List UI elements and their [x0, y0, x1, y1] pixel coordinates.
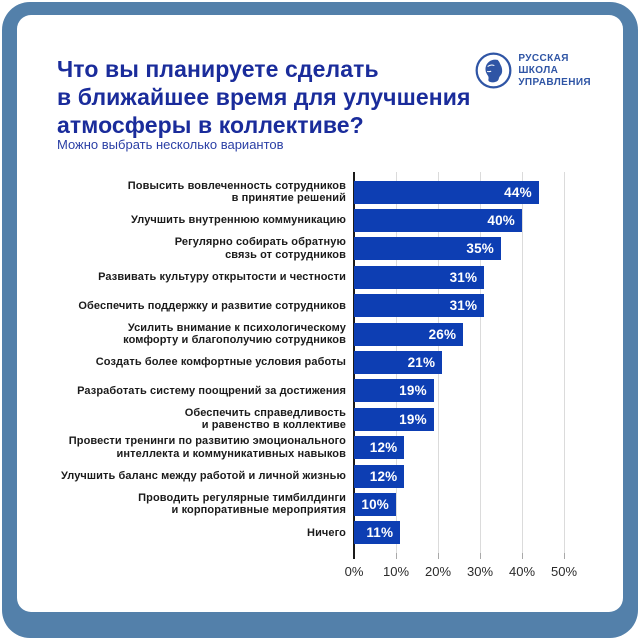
logo-line-2: ШКОЛА: [518, 64, 559, 76]
tick-mark: [522, 553, 523, 559]
chart-row: Разработать систему поощрений за достиже…: [47, 377, 597, 405]
bar-track: 26%: [354, 322, 597, 346]
x-axis: 0% 10% 20% 30% 40% 50%: [345, 564, 578, 582]
chart-row: Развивать культуру открытости и честност…: [47, 263, 597, 291]
category-label: Ничего: [307, 526, 346, 539]
chart-row: Усилить внимание к психологическому комф…: [47, 320, 597, 348]
x-tick-label: 10%: [382, 564, 410, 579]
bar: 21%: [354, 351, 443, 375]
logo-wordmark: РУССКАЯ ШКОЛА УПРАВЛЕНИЯ: [518, 53, 591, 89]
bar-value-label: 12%: [369, 468, 398, 484]
chart-row: Проводить регулярные тимбилдинги и корпо…: [47, 490, 597, 518]
page-title: Что вы планируете сделать в ближайшее вр…: [57, 55, 477, 139]
bar: 44%: [354, 180, 539, 204]
bar-value-label: 21%: [407, 355, 436, 371]
category-label: Обеспечить справедливость и равенство в …: [184, 406, 346, 432]
chart-row: Улучшить баланс между работой и личной ж…: [47, 462, 597, 490]
tick-mark: [438, 553, 439, 559]
bar-track: 31%: [354, 294, 597, 318]
bar: 26%: [354, 322, 464, 346]
chart-row: Ничего 11%: [47, 519, 597, 547]
gridline: [522, 172, 523, 553]
bar-value-label: 44%: [504, 184, 532, 200]
bar-track: 35%: [354, 237, 597, 261]
bar: 11%: [354, 521, 401, 545]
x-tick-label: 50%: [550, 564, 578, 579]
chart-rows: Повысить вовлеченность сотрудников в при…: [47, 178, 597, 547]
logo-face-icon: [475, 52, 512, 89]
category-label: Создать более комфортные условия работы: [95, 356, 346, 369]
bar-track: 11%: [354, 521, 597, 545]
bar-track: 10%: [354, 492, 597, 516]
brand-logo: РУССКАЯ ШКОЛА УПРАВЛЕНИЯ: [475, 52, 591, 89]
x-tick-label: 0%: [344, 564, 364, 579]
category-label: Развивать культуру открытости и честност…: [98, 271, 346, 284]
bar: 10%: [354, 492, 396, 516]
bar: 12%: [354, 436, 405, 460]
tick-mark: [396, 553, 397, 559]
category-label: Усилить внимание к психологическому комф…: [123, 321, 346, 347]
logo-line-3: УПРАВЛЕНИЯ: [518, 76, 591, 88]
chart-subtitle: Можно выбрать несколько вариантов: [57, 137, 284, 152]
title-line-2: в ближайшее время для улучшения: [57, 84, 471, 110]
bar-value-label: 26%: [428, 326, 457, 342]
category-label: Улучшить баланс между работой и личной ж…: [61, 469, 346, 482]
category-label: Улучшить внутреннюю коммуникацию: [131, 214, 346, 227]
bar-track: 31%: [354, 265, 597, 289]
bar-value-label: 10%: [361, 496, 389, 512]
category-label: Повысить вовлеченность сотрудников в при…: [127, 179, 346, 205]
bar-value-label: 19%: [399, 411, 427, 427]
bar: 40%: [354, 209, 522, 233]
bar-value-label: 31%: [449, 269, 478, 285]
bar-value-label: 35%: [466, 241, 494, 257]
bar: 19%: [354, 407, 434, 431]
bar-value-label: 11%: [366, 525, 394, 541]
bar-value-label: 12%: [369, 440, 398, 456]
x-tick-label: 40%: [508, 564, 536, 579]
chart-row: Обеспечить поддержку и развитие сотрудни…: [47, 292, 597, 320]
chart-row: Регулярно собирать обратную связь от сот…: [47, 235, 597, 263]
bar-track: 19%: [354, 379, 597, 403]
category-label: Регулярно собирать обратную связь от сот…: [174, 236, 346, 261]
bar-track: 40%: [354, 209, 597, 233]
category-label: Обеспечить поддержку и развитие сотрудни…: [78, 299, 346, 312]
bar-value-label: 40%: [487, 213, 515, 229]
chart-row: Повысить вовлеченность сотрудников в при…: [47, 178, 597, 206]
bar-track: 21%: [354, 351, 597, 375]
bar: 12%: [354, 464, 405, 488]
chart-row: Обеспечить справедливость и равенство в …: [47, 405, 597, 433]
chart-row: Создать более комфортные условия работы 2…: [47, 348, 597, 376]
bar: 35%: [354, 237, 501, 261]
gridline: [564, 172, 565, 553]
bar-track: 44%: [354, 180, 597, 204]
x-tick-label: 30%: [466, 564, 494, 579]
chart-row: Провести тренинги по развитию эмоциональ…: [47, 434, 597, 462]
bar: 31%: [354, 265, 485, 289]
bar-value-label: 31%: [449, 298, 478, 314]
chart-row: Улучшить внутреннюю коммуникацию 40%: [47, 206, 597, 234]
category-label: Проводить регулярные тимбилдинги и корпо…: [138, 491, 346, 517]
title-line-3: атмосферы в коллективе?: [57, 112, 364, 138]
bar-track: 12%: [354, 464, 597, 488]
category-label: Провести тренинги по развитию эмоциональ…: [68, 435, 346, 460]
category-label: Разработать систему поощрений за достиже…: [77, 384, 346, 397]
bar: 31%: [354, 294, 485, 318]
card-panel: Что вы планируете сделать в ближайшее вр…: [17, 15, 623, 612]
logo-line-1: РУССКАЯ: [518, 52, 569, 64]
title-line-1: Что вы планируете сделать: [57, 56, 379, 82]
bar-track: 19%: [354, 407, 597, 431]
gridline: [480, 172, 481, 553]
bar: 19%: [354, 379, 434, 403]
bar-track: 12%: [354, 436, 597, 460]
tick-mark: [480, 553, 481, 559]
tick-mark: [564, 553, 565, 559]
x-tick-label: 20%: [424, 564, 452, 579]
bar-value-label: 19%: [399, 383, 427, 399]
